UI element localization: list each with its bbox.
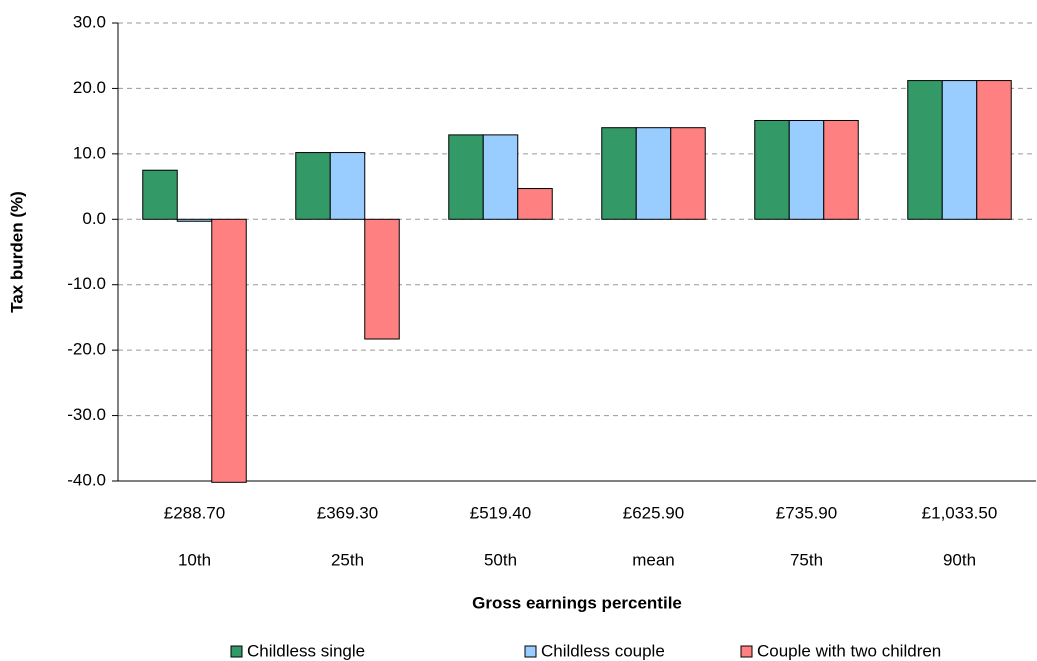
- bar: [142, 169, 178, 220]
- y-tick-label: -40.0: [67, 470, 106, 489]
- x-tick-label: £288.70: [164, 503, 225, 522]
- x-tick-label: £369.30: [317, 503, 378, 522]
- y-tick-label: 30.0: [73, 12, 106, 31]
- bar: [754, 119, 790, 220]
- bar: [635, 127, 672, 220]
- x-tick-label: £735.90: [776, 503, 837, 522]
- bar: [823, 119, 859, 220]
- y-tick-label: 20.0: [73, 78, 106, 97]
- x-tick-label: £1,033.50: [922, 503, 998, 522]
- bar: [211, 218, 247, 483]
- bar: [329, 152, 366, 220]
- x-tick-label: £519.40: [470, 503, 531, 522]
- y-tick-label: 0.0: [82, 209, 106, 228]
- x-tick-label: 10th: [178, 550, 211, 569]
- y-tick-label: -30.0: [67, 405, 106, 424]
- y-axis-title: Tax burden (%): [7, 191, 26, 313]
- bar: [601, 127, 637, 220]
- bar: [482, 134, 519, 220]
- bar: [364, 218, 400, 340]
- x-tick-label: 50th: [484, 550, 517, 569]
- bar: [517, 188, 553, 220]
- legend-label: Childless single: [247, 641, 365, 660]
- bar: [788, 119, 825, 220]
- legend-label: Childless couple: [541, 641, 665, 660]
- bar: [907, 80, 943, 220]
- x-tick-label: 90th: [943, 550, 976, 569]
- bar: [448, 134, 484, 220]
- y-tick-label: -10.0: [67, 274, 106, 293]
- y-tick-label: -20.0: [67, 340, 106, 359]
- bar: [976, 80, 1012, 220]
- bar: [941, 80, 978, 220]
- x-tick-label: £625.90: [623, 503, 684, 522]
- legend-swatch: [230, 645, 243, 658]
- bar: [176, 218, 213, 222]
- y-tick-label: 10.0: [73, 143, 106, 162]
- bar: [670, 127, 706, 220]
- legend-label: Couple with two children: [757, 641, 941, 660]
- legend-swatch: [740, 645, 753, 658]
- legend-swatch: [524, 645, 537, 658]
- bar: [295, 152, 331, 220]
- x-tick-label: 75th: [790, 550, 823, 569]
- x-axis-title: Gross earnings percentile: [472, 593, 682, 612]
- x-tick-label: 25th: [331, 550, 364, 569]
- x-tick-label: mean: [632, 550, 675, 569]
